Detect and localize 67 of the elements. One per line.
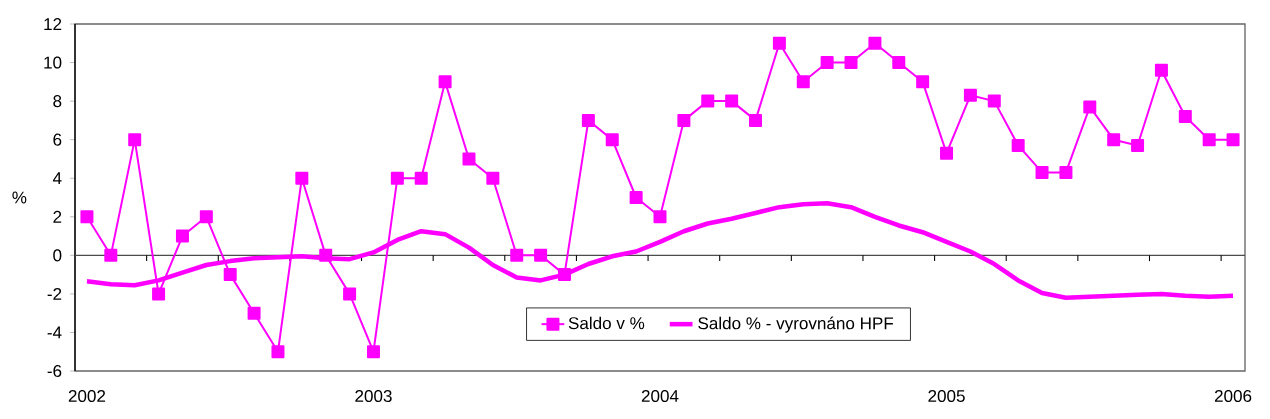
y-tick-label: -4 bbox=[47, 326, 62, 339]
legend-label: Saldo v % bbox=[568, 316, 645, 330]
point bbox=[1011, 138, 1025, 152]
point bbox=[701, 94, 715, 108]
point bbox=[749, 113, 763, 127]
point bbox=[319, 248, 333, 262]
y-tick-label: 8 bbox=[53, 95, 62, 108]
point bbox=[653, 210, 667, 224]
legend-label: Saldo % - vyrovnáno HPF bbox=[698, 316, 894, 333]
point bbox=[1131, 138, 1145, 152]
point bbox=[295, 171, 309, 185]
point bbox=[963, 88, 977, 102]
point bbox=[343, 287, 357, 301]
x-tick-label: 2005 bbox=[928, 389, 965, 403]
point bbox=[1059, 165, 1073, 179]
point bbox=[1083, 100, 1097, 114]
point bbox=[844, 56, 858, 70]
point bbox=[725, 94, 739, 108]
point bbox=[987, 94, 1001, 108]
point bbox=[152, 287, 166, 301]
point bbox=[510, 248, 524, 262]
point bbox=[175, 229, 189, 243]
point bbox=[462, 152, 476, 166]
point bbox=[677, 113, 691, 127]
point bbox=[1107, 133, 1121, 147]
point bbox=[128, 133, 142, 147]
point bbox=[80, 210, 94, 224]
point bbox=[486, 171, 500, 185]
point bbox=[940, 146, 954, 160]
y-tick-label: 12 bbox=[44, 18, 62, 30]
point bbox=[104, 248, 118, 262]
y-axis-title: % bbox=[12, 191, 27, 204]
point bbox=[390, 171, 404, 185]
point bbox=[772, 36, 786, 50]
point bbox=[581, 113, 595, 127]
y-tick-label: 4 bbox=[52, 172, 62, 185]
point bbox=[820, 56, 834, 70]
point bbox=[1202, 133, 1216, 147]
point bbox=[605, 133, 619, 147]
point bbox=[414, 171, 428, 185]
point bbox=[1178, 110, 1192, 124]
point bbox=[868, 36, 882, 50]
point bbox=[199, 210, 213, 224]
y-tick-label: 6 bbox=[53, 133, 62, 146]
point bbox=[916, 75, 930, 89]
point bbox=[366, 345, 380, 359]
x-tick-label: 2002 bbox=[68, 389, 106, 403]
point bbox=[629, 191, 643, 204]
point bbox=[558, 268, 571, 282]
point bbox=[247, 306, 261, 320]
point bbox=[534, 248, 548, 262]
x-tick-label: 2003 bbox=[355, 389, 392, 403]
point bbox=[1226, 133, 1240, 147]
point bbox=[223, 268, 237, 282]
point bbox=[1154, 63, 1168, 77]
y-tick-label: 10 bbox=[44, 56, 62, 69]
y-tick-label: 0 bbox=[53, 249, 62, 262]
point bbox=[1035, 165, 1049, 179]
y-tick-label: 2 bbox=[53, 210, 62, 223]
y-tick-label: -2 bbox=[47, 287, 62, 300]
x-tick-label: 2004 bbox=[641, 389, 679, 403]
x-tick-label: 2006 bbox=[1214, 389, 1252, 403]
point bbox=[438, 75, 452, 89]
y-tick-label: -6 bbox=[47, 364, 62, 378]
point bbox=[892, 56, 906, 70]
point bbox=[271, 345, 285, 359]
point bbox=[796, 75, 810, 89]
